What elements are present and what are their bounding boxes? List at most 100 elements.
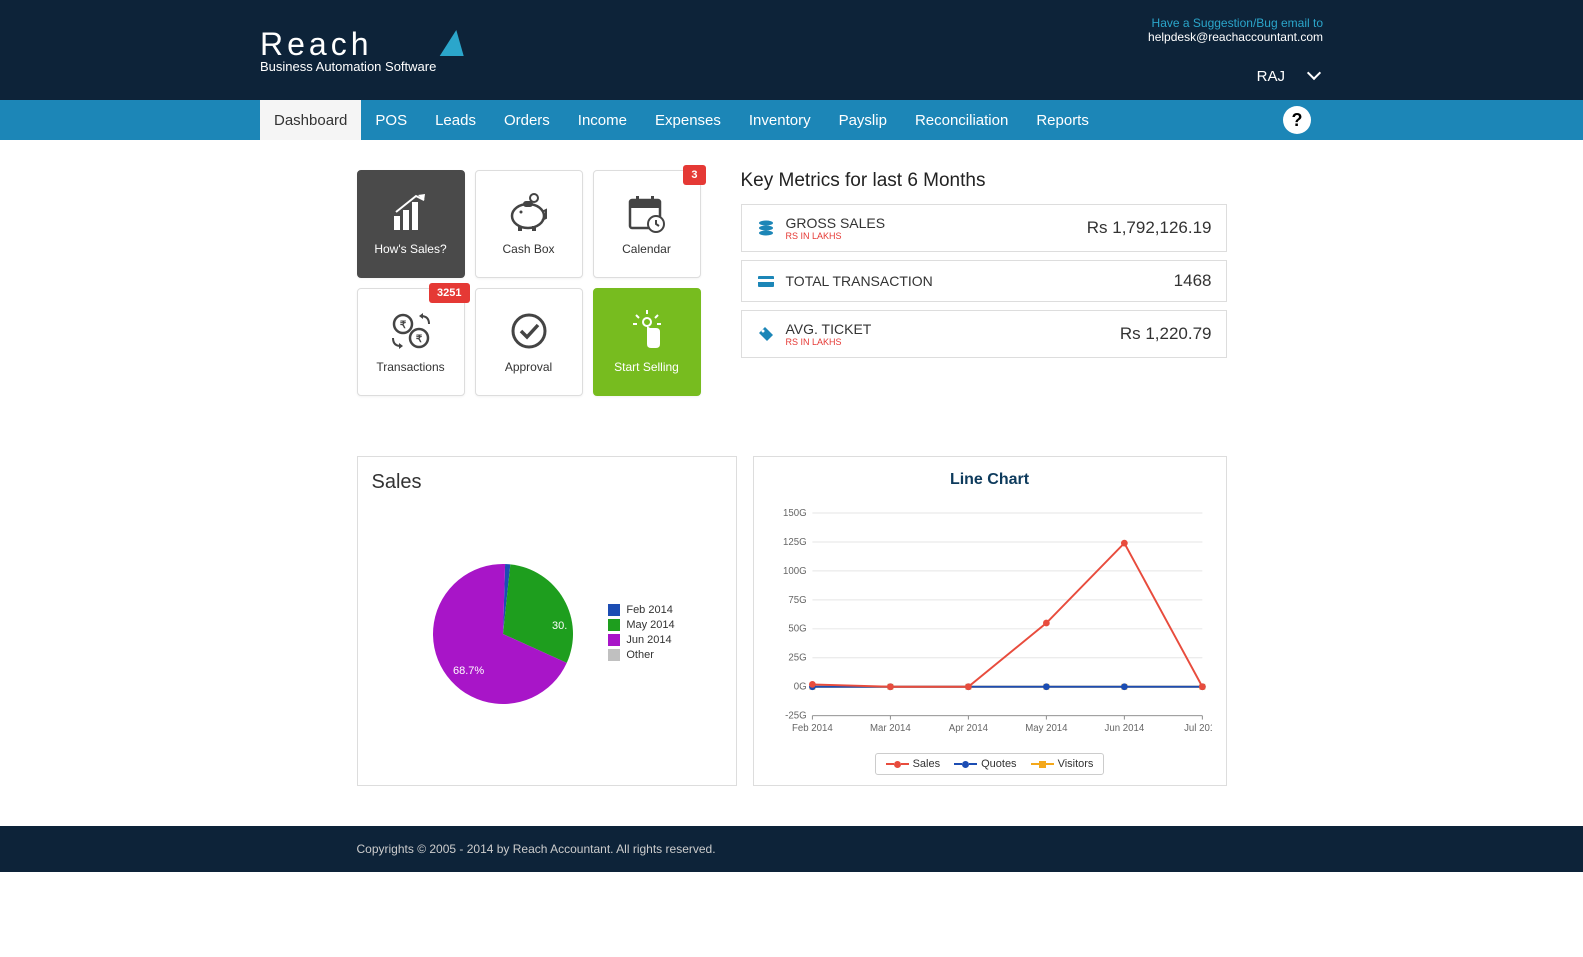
line-legend-item: Sales: [886, 758, 941, 770]
legend-label: Feb 2014: [626, 604, 672, 616]
legend-label: Jun 2014: [626, 634, 671, 646]
nav-reports[interactable]: Reports: [1022, 100, 1103, 140]
svg-text:125G: 125G: [783, 537, 807, 548]
sales-pie-card: Sales 30. 68.7% Feb 2014 May 2014 Jun 2014 O…: [357, 456, 737, 786]
series-name: Visitors: [1058, 758, 1094, 770]
piggy-icon: [506, 192, 552, 234]
tag-icon: [756, 324, 776, 344]
tile-label: How's Sales?: [374, 242, 446, 256]
nav-pos[interactable]: POS: [361, 100, 421, 140]
metric-value: Rs 1,220.79: [1120, 324, 1212, 344]
pointer-icon: [626, 310, 668, 352]
svg-text:May 2014: May 2014: [1025, 723, 1068, 734]
metric-label: GROSS SALES: [786, 215, 1077, 231]
top-header: Reach Business Automation Software Have …: [0, 0, 1583, 100]
transactions-icon: ₹₹: [389, 310, 433, 352]
series-name: Sales: [913, 758, 941, 770]
svg-text:Mar 2014: Mar 2014: [870, 723, 911, 734]
pie-legend: Feb 2014 May 2014 Jun 2014 Other: [608, 604, 674, 664]
metric-label: TOTAL TRANSACTION: [786, 273, 1164, 289]
nav-reconciliation[interactable]: Reconciliation: [901, 100, 1022, 140]
line-chart-card: Line Chart -25G 0G 25G 50G 75G 100G 125G 150G Fe…: [753, 456, 1227, 786]
suggestion-link[interactable]: Have a Suggestion/Bug email to: [1148, 16, 1323, 30]
helpdesk-email[interactable]: helpdesk@reachaccountant.com: [1148, 30, 1323, 44]
legend-item: Other: [608, 649, 674, 661]
svg-text:-25G: -25G: [785, 711, 806, 722]
line-title: Line Chart: [768, 471, 1212, 489]
tile-how-s-sales-[interactable]: How's Sales?: [357, 170, 465, 278]
nav-expenses[interactable]: Expenses: [641, 100, 735, 140]
tile-badge: 3251: [429, 283, 469, 303]
svg-text:Jun 2014: Jun 2014: [1104, 723, 1144, 734]
legend-item: May 2014: [608, 619, 674, 631]
metric-value: Rs 1,792,126.19: [1087, 218, 1212, 238]
metrics-title: Key Metrics for last 6 Months: [741, 170, 1227, 192]
nav-inventory[interactable]: Inventory: [735, 100, 825, 140]
chart-icon: [390, 192, 432, 234]
legend-label: May 2014: [626, 619, 674, 631]
pie-title: Sales: [372, 471, 722, 494]
user-name: RAJ: [1257, 68, 1285, 85]
svg-text:50G: 50G: [788, 624, 806, 635]
metric-value: 1468: [1174, 271, 1212, 291]
tile-label: Start Selling: [614, 360, 679, 374]
svg-text:Feb 2014: Feb 2014: [792, 723, 833, 734]
svg-text:150G: 150G: [783, 508, 807, 519]
svg-text:0G: 0G: [793, 682, 806, 693]
footer: Copyrights © 2005 - 2014 by Reach Accoun…: [0, 826, 1583, 872]
tile-transactions[interactable]: 3251₹₹Transactions: [357, 288, 465, 396]
nav-leads[interactable]: Leads: [421, 100, 490, 140]
tile-label: Approval: [505, 360, 552, 374]
pie-chart: 30. 68.7%: [418, 549, 588, 719]
svg-text:68.7%: 68.7%: [453, 665, 484, 677]
card-icon: [756, 271, 776, 291]
header-right: Have a Suggestion/Bug email to helpdesk@…: [1148, 16, 1323, 85]
svg-text:30.: 30.: [552, 620, 567, 632]
logo-main: Reach: [260, 26, 436, 63]
legend-swatch: [608, 634, 620, 646]
logo-area: Reach Business Automation Software: [260, 26, 466, 74]
line-legend: Sales Quotes Visitors: [875, 753, 1105, 775]
nav-income[interactable]: Income: [564, 100, 641, 140]
footer-copyright: Copyrights © 2005 - 2014 by Reach Accoun…: [357, 842, 1227, 856]
tile-approval[interactable]: Approval: [475, 288, 583, 396]
line-legend-item: Quotes: [954, 758, 1016, 770]
tiles-grid: How's Sales? Cash Box 3Calendar 3251 ₹₹ Trans…: [357, 170, 701, 396]
logo-subtitle: Business Automation Software: [260, 59, 436, 74]
svg-text:100G: 100G: [783, 566, 807, 577]
approval-icon: [508, 310, 550, 352]
svg-text:Jul 2014: Jul 2014: [1184, 723, 1212, 734]
tile-calendar[interactable]: 3Calendar: [593, 170, 701, 278]
calendar-icon: [626, 192, 668, 234]
logo-arrow-icon: [440, 30, 469, 56]
line-chart: -25G 0G 25G 50G 75G 100G 125G 150G Feb 2014 Mar 2…: [768, 499, 1212, 749]
main-nav: DashboardPOSLeadsOrdersIncomeExpensesInv…: [0, 100, 1583, 140]
metric-row: GROSS SALESRS IN LAKHSRs 1,792,126.19: [741, 204, 1227, 252]
svg-text:25G: 25G: [788, 653, 806, 664]
database-icon: [756, 218, 776, 238]
nav-dashboard[interactable]: Dashboard: [260, 100, 361, 140]
svg-text:75G: 75G: [788, 595, 806, 606]
tile-label: Calendar: [622, 242, 671, 256]
legend-item: Feb 2014: [608, 604, 674, 616]
svg-text:Apr 2014: Apr 2014: [948, 723, 988, 734]
nav-orders[interactable]: Orders: [490, 100, 564, 140]
svg-text:₹: ₹: [399, 320, 406, 331]
series-name: Quotes: [981, 758, 1016, 770]
nav-payslip[interactable]: Payslip: [825, 100, 901, 140]
metric-row: TOTAL TRANSACTION 1468: [741, 260, 1227, 302]
metric-label: AVG. TICKET: [786, 321, 1110, 337]
line-legend-item: Visitors: [1031, 758, 1094, 770]
tile-badge: 3: [683, 165, 705, 185]
help-button[interactable]: ?: [1283, 106, 1311, 134]
tile-label: Transactions: [376, 360, 444, 374]
user-dropdown[interactable]: RAJ: [1148, 68, 1323, 85]
tile-start-selling[interactable]: Start Selling: [593, 288, 701, 396]
tile-label: Cash Box: [502, 242, 554, 256]
legend-swatch: [608, 619, 620, 631]
charts-row: Sales 30. 68.7% Feb 2014 May 2014 Jun 2014 O…: [357, 456, 1227, 786]
legend-swatch: [608, 649, 620, 661]
tile-cash-box[interactable]: Cash Box: [475, 170, 583, 278]
metric-sublabel: RS IN LAKHS: [786, 337, 1110, 347]
metric-row: AVG. TICKETRS IN LAKHS Rs 1,220.79: [741, 310, 1227, 358]
